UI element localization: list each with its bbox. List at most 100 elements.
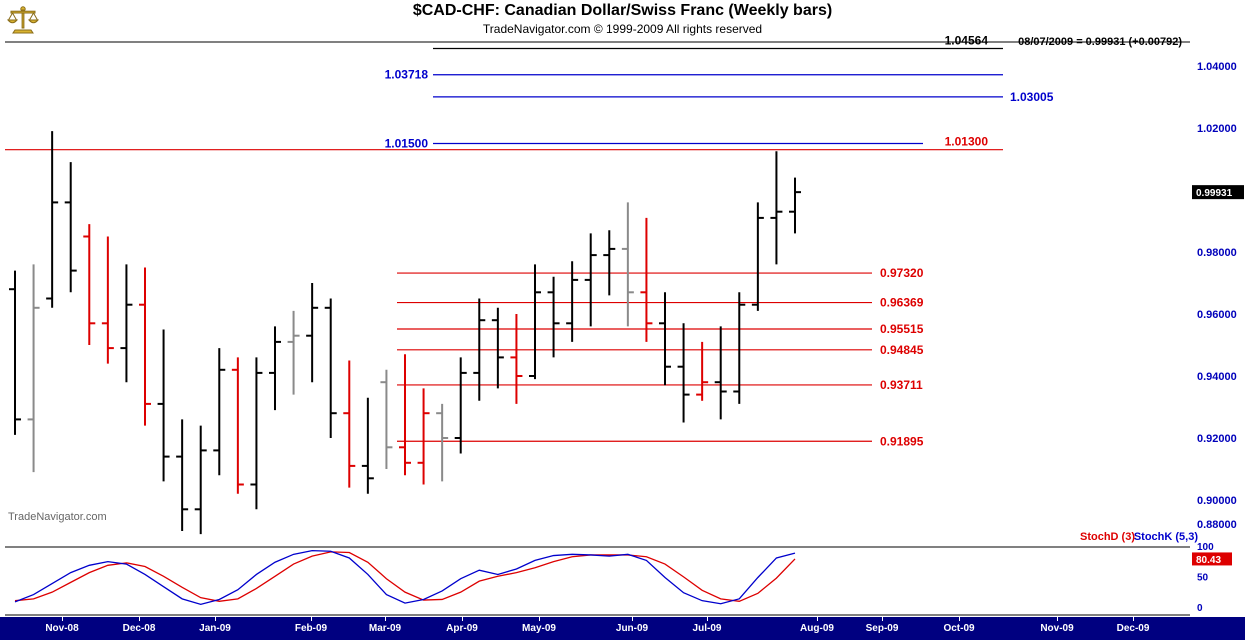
month-label: Mar-09 — [368, 623, 402, 634]
month-label: Jun-09 — [615, 623, 649, 634]
price-bar — [343, 360, 356, 488]
price-bar — [454, 357, 467, 454]
price-level-label: 1.03005 — [1010, 90, 1054, 104]
stoch-value-badge-text: 80.43 — [1196, 555, 1221, 566]
price-bar — [696, 341, 709, 401]
price-bar — [603, 230, 616, 296]
price-bar — [473, 298, 486, 401]
price-axis-label: 0.94000 — [1197, 371, 1237, 383]
tradenavigator-logo-icon — [6, 6, 40, 34]
watermark-text: TradeNavigator.com — [8, 511, 107, 523]
price-bar — [268, 326, 281, 411]
price-bar — [380, 369, 393, 469]
price-bar — [398, 354, 411, 476]
price-bar — [640, 217, 653, 342]
price-bar — [491, 307, 504, 389]
price-bar — [510, 314, 523, 404]
price-axis-label: 0.96000 — [1197, 309, 1237, 321]
price-bar — [213, 348, 226, 476]
price-bar — [788, 177, 801, 234]
price-bar — [306, 283, 319, 383]
month-label: Nov-09 — [1040, 623, 1074, 634]
month-label: Jul-09 — [692, 623, 722, 634]
price-bar — [621, 202, 634, 327]
month-label: May-09 — [522, 623, 556, 634]
price-bar — [250, 357, 263, 510]
month-tick — [1057, 617, 1058, 621]
price-bar — [677, 323, 690, 423]
price-level-label: 0.93711 — [880, 378, 923, 392]
price-level-label: 0.95515 — [880, 322, 924, 336]
stochk-legend-label: StochK (5,3) — [1133, 531, 1198, 543]
price-bar — [46, 131, 59, 308]
month-label: Apr-09 — [446, 623, 478, 634]
price-bar — [138, 267, 151, 426]
month-tick — [882, 617, 883, 621]
month-tick — [462, 617, 463, 621]
month-tick — [62, 617, 63, 621]
price-bar — [176, 419, 189, 531]
month-label: Aug-09 — [800, 623, 834, 634]
price-axis-label: 1.04000 — [1197, 61, 1237, 73]
price-bar — [658, 292, 671, 386]
price-bar — [157, 329, 170, 482]
chart-title: $CAD-CHF: Canadian Dollar/Swiss Franc (W… — [412, 2, 833, 19]
price-level-label: 1.03718 — [385, 68, 429, 82]
price-level-label: 0.96369 — [880, 296, 924, 310]
price-level-label: 0.94845 — [880, 343, 924, 357]
price-axis-label: 1.02000 — [1197, 123, 1237, 135]
month-label: Jan-09 — [199, 623, 231, 634]
stoch-axis-label: 50 — [1197, 573, 1209, 584]
stoch-axis-label: 0 — [1197, 603, 1203, 614]
price-bar — [287, 310, 300, 395]
price-bar — [547, 276, 560, 358]
price-level-label: 1.01300 — [945, 135, 989, 149]
month-tick — [959, 617, 960, 621]
price-level-label: 0.91895 — [880, 434, 924, 448]
copyright-subtitle: TradeNavigator.com © 1999-2009 All right… — [482, 22, 763, 36]
month-label: Nov-08 — [45, 623, 79, 634]
price-bar — [770, 151, 783, 265]
price-axis-label: 0.98000 — [1197, 247, 1237, 259]
price-bar — [9, 270, 21, 435]
month-tick — [632, 617, 633, 621]
price-bar — [231, 357, 244, 494]
price-bar — [417, 388, 430, 485]
last-price-badge — [1192, 185, 1244, 200]
month-tick — [385, 617, 386, 621]
month-label: Oct-09 — [943, 623, 975, 634]
price-bar — [83, 224, 96, 345]
price-level-label: 1.04564 — [945, 34, 989, 48]
month-tick — [311, 617, 312, 621]
price-bar — [64, 162, 77, 293]
month-tick — [215, 617, 216, 621]
price-bar — [566, 261, 579, 342]
price-bar — [528, 264, 541, 380]
price-bar — [27, 264, 40, 473]
stochk-line — [14, 550, 796, 606]
month-tick — [707, 617, 708, 621]
stochd-line — [14, 551, 796, 602]
price-bar — [714, 326, 727, 420]
last-price-badge-text: 0.99931 — [1196, 188, 1233, 199]
month-tick — [1133, 617, 1134, 621]
price-bar — [436, 403, 449, 482]
price-level-label: 0.97320 — [880, 266, 924, 280]
price-level-label: 1.01500 — [385, 137, 429, 151]
month-label: Dec-09 — [1116, 623, 1150, 634]
price-bar — [584, 233, 597, 327]
time-axis-band: Nov-08 Dec-08 Jan-09 Feb-09 Mar-09 Apr-09 May-… — [0, 617, 1245, 640]
month-label: Sep-09 — [865, 623, 899, 634]
stochd-legend-label: StochD (3) — [1080, 531, 1135, 543]
price-bar — [101, 236, 114, 364]
price-bar — [733, 292, 746, 404]
price-bar — [324, 298, 337, 438]
price-axis-label: 0.92000 — [1197, 433, 1237, 445]
month-tick — [139, 617, 140, 621]
price-bar — [751, 202, 764, 311]
price-axis-label: 0.90000 — [1197, 495, 1237, 507]
price-bar — [120, 264, 133, 383]
price-axis-label: 0.88000 — [1197, 519, 1237, 531]
